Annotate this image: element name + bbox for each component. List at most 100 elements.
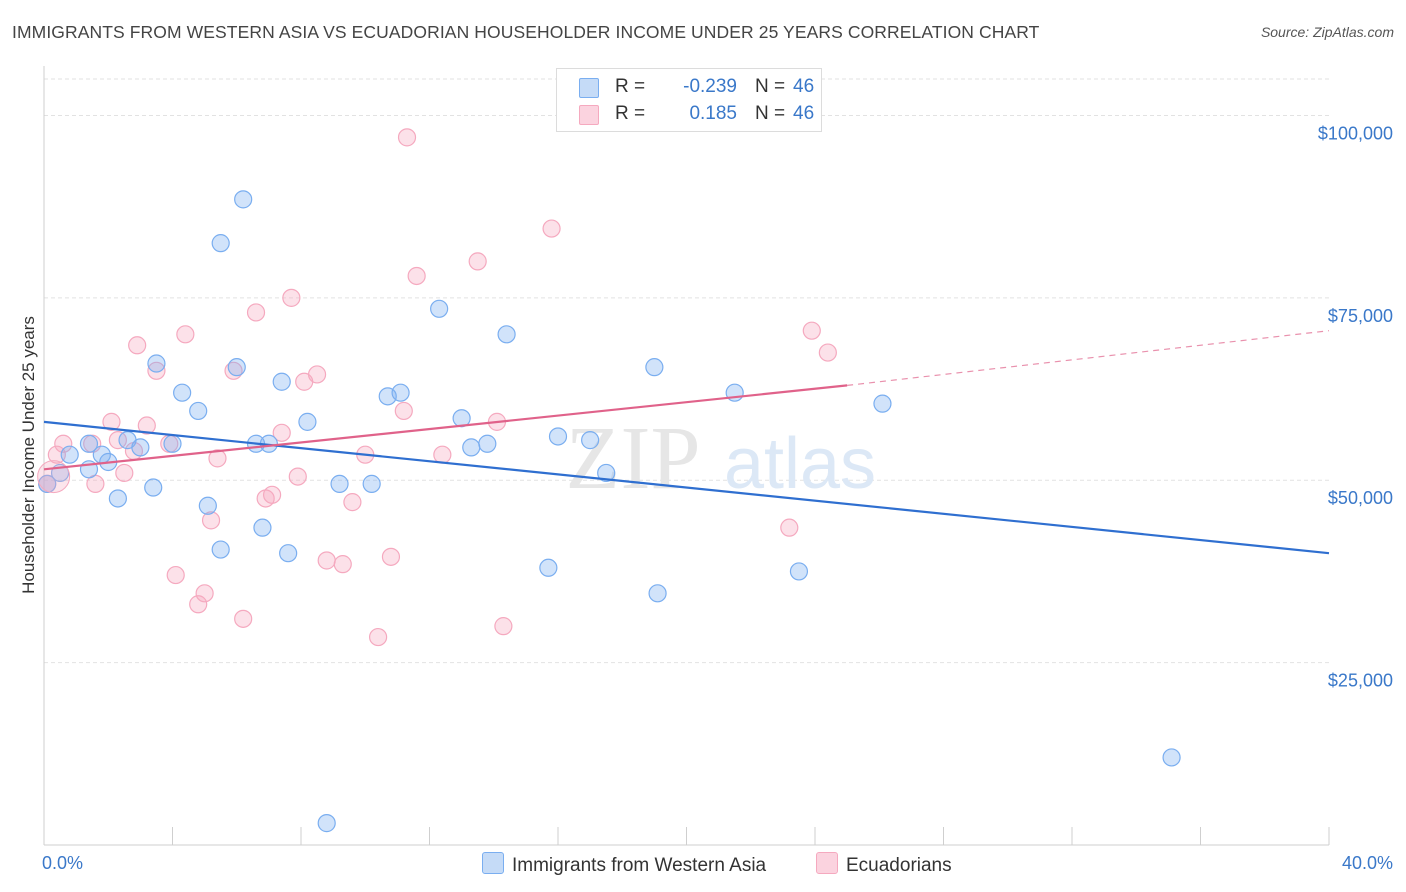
series-immigrants-western-asia (37, 190, 1181, 833)
data-point (333, 555, 352, 574)
data-point (201, 511, 221, 530)
legend-n-label: N = (755, 76, 786, 97)
data-point (298, 412, 317, 431)
legend-r-value: 0.185 (689, 103, 737, 124)
data-point (317, 814, 336, 833)
bottom-legend-label-ecuadorians: Ecuadorians (846, 855, 952, 876)
data-point (163, 434, 182, 453)
data-point (288, 467, 307, 486)
data-point (391, 383, 410, 402)
data-point (407, 266, 426, 286)
data-point (198, 496, 217, 515)
data-point (115, 463, 134, 483)
chart-title: IMMIGRANTS FROM WESTERN ASIA VS ECUADORI… (12, 22, 1040, 42)
data-point (211, 540, 230, 559)
data-point (1162, 748, 1181, 767)
data-point (802, 321, 821, 340)
data-point (818, 343, 837, 362)
data-point (873, 394, 892, 413)
data-point (189, 595, 208, 614)
data-point (282, 288, 301, 307)
data-point (542, 219, 561, 238)
data-point (497, 325, 516, 344)
data-point (211, 234, 230, 253)
data-point (780, 518, 799, 537)
data-point (60, 445, 79, 464)
data-point (789, 562, 809, 581)
data-point (478, 434, 497, 453)
data-point (262, 485, 282, 504)
data-point (137, 416, 156, 435)
legend-r-label: R = (615, 103, 646, 124)
data-point (539, 558, 558, 577)
data-point (343, 493, 362, 512)
data-point (433, 445, 452, 464)
trend-lines (43, 330, 1330, 555)
legend-n-value: 46 (793, 76, 815, 97)
data-point (548, 427, 568, 446)
data-point (108, 431, 127, 450)
data-point (195, 584, 214, 603)
watermark-zip: ZIP (566, 409, 701, 508)
trend-line-extension (847, 330, 1330, 386)
correlation-legend: R = -0.239 N = 46 R = 0.185 N = 46 (556, 68, 822, 132)
legend-n-label: N = (755, 103, 786, 124)
watermark: ZIP atlas (566, 409, 877, 508)
data-point (597, 463, 616, 483)
data-point (272, 372, 291, 391)
data-point (102, 412, 121, 431)
data-point (362, 474, 381, 493)
data-point (227, 358, 246, 377)
data-point (147, 354, 166, 373)
data-point (253, 518, 272, 537)
data-point (234, 609, 253, 628)
legend-swatch-blue (579, 78, 599, 98)
data-point (108, 489, 127, 508)
data-point (176, 325, 195, 344)
x-tick-label-max: 40.0% (1342, 853, 1393, 873)
data-point (307, 365, 327, 384)
data-point (47, 445, 66, 464)
y-tick-label: $75,000 (1328, 306, 1393, 326)
data-point (330, 474, 349, 493)
data-point (369, 627, 388, 647)
chart-source: Source: ZipAtlas.com (1260, 24, 1394, 40)
data-point (173, 383, 192, 402)
trend-line (43, 420, 1330, 555)
data-point (468, 252, 487, 271)
data-point (581, 431, 600, 450)
legend-swatch-pink (579, 105, 599, 125)
y-tick-label: $50,000 (1328, 488, 1393, 508)
y-tick-label: $100,000 (1318, 123, 1393, 143)
data-point (166, 565, 185, 585)
series-ecuadorians (38, 128, 837, 647)
data-point (648, 584, 667, 603)
data-point (279, 544, 298, 563)
data-point (189, 401, 208, 421)
data-point (246, 303, 266, 322)
data-point (494, 617, 513, 636)
data-point (394, 401, 413, 421)
bottom-legend-swatch-pink (816, 852, 838, 874)
y-tick-labels: $25,000 $50,000 $75,000 $100,000 (1318, 123, 1393, 690)
data-point-cluster (37, 460, 71, 494)
y-tick-label: $25,000 (1328, 671, 1393, 691)
watermark-atlas: atlas (724, 424, 876, 504)
data-point (645, 358, 664, 377)
data-point (430, 299, 449, 318)
bottom-legend-swatch-blue (482, 852, 504, 874)
data-point (272, 423, 291, 442)
data-point (462, 438, 481, 457)
axes (43, 66, 1330, 846)
data-point (317, 551, 336, 570)
y-axis-label: Householder Income Under 25 years (19, 316, 38, 594)
data-point (397, 128, 417, 147)
data-point (54, 434, 73, 453)
data-point (234, 190, 253, 209)
data-point (128, 336, 147, 355)
bottom-legend-ecuadorians: Ecuadorians (816, 852, 952, 877)
trend-line (43, 384, 848, 471)
data-point (144, 478, 163, 497)
x-tick-label-min: 0.0% (42, 853, 83, 873)
